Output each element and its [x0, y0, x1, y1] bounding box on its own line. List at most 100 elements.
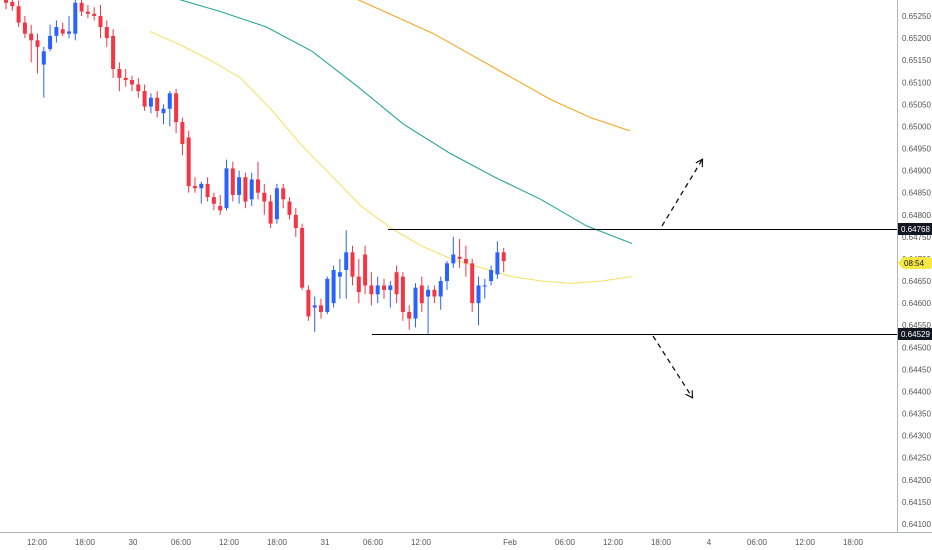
- candle[interactable]: [155, 91, 160, 118]
- candle[interactable]: [268, 194, 273, 229]
- candle[interactable]: [356, 258, 361, 304]
- candle[interactable]: [489, 265, 494, 286]
- candle[interactable]: [319, 298, 323, 319]
- candle[interactable]: [85, 4, 90, 19]
- candle[interactable]: [470, 258, 475, 312]
- candle[interactable]: [394, 265, 399, 304]
- candle[interactable]: [445, 261, 449, 290]
- candle[interactable]: [501, 247, 506, 273]
- candle[interactable]: [230, 161, 235, 202]
- candle[interactable]: [407, 305, 412, 330]
- candle[interactable]: [205, 177, 210, 202]
- candle[interactable]: [16, 0, 21, 28]
- candle[interactable]: [111, 29, 116, 78]
- candle[interactable]: [167, 91, 172, 127]
- candle[interactable]: [337, 258, 342, 299]
- candle[interactable]: [180, 117, 185, 156]
- candle[interactable]: [388, 281, 393, 308]
- candle[interactable]: [249, 172, 254, 206]
- candle[interactable]: [243, 172, 248, 209]
- candle[interactable]: [104, 20, 109, 47]
- mid-moving-average-line: [178, 0, 633, 245]
- candle[interactable]: [400, 272, 405, 321]
- candle[interactable]: [463, 245, 468, 277]
- candle[interactable]: [451, 236, 456, 268]
- candle-body: [438, 281, 443, 297]
- candle[interactable]: [419, 276, 424, 312]
- candle[interactable]: [274, 183, 279, 224]
- candle-body: [419, 285, 424, 304]
- candle[interactable]: [375, 276, 380, 304]
- candle[interactable]: [287, 197, 292, 220]
- candle[interactable]: [300, 223, 305, 290]
- candle[interactable]: [79, 0, 84, 16]
- candle-body: [29, 33, 34, 41]
- candle[interactable]: [22, 16, 27, 39]
- candle[interactable]: [262, 183, 267, 215]
- breakout-up-arrow[interactable]: [661, 160, 702, 227]
- candle[interactable]: [482, 278, 487, 299]
- y-tick-label: 0.65050: [902, 100, 931, 109]
- candle[interactable]: [350, 245, 355, 286]
- candle[interactable]: [413, 283, 418, 328]
- candle[interactable]: [382, 278, 386, 299]
- candle-body: [382, 285, 386, 290]
- candle[interactable]: [426, 285, 431, 335]
- candle[interactable]: [174, 88, 179, 134]
- candle[interactable]: [41, 46, 46, 98]
- candle[interactable]: [130, 75, 134, 92]
- candle[interactable]: [148, 93, 153, 114]
- candle[interactable]: [10, 0, 15, 11]
- candle[interactable]: [211, 192, 216, 211]
- candle[interactable]: [186, 130, 191, 193]
- candle[interactable]: [432, 285, 437, 304]
- candle[interactable]: [48, 24, 53, 52]
- candle[interactable]: [92, 7, 97, 21]
- candle[interactable]: [224, 159, 229, 211]
- candle[interactable]: [438, 276, 443, 310]
- candle[interactable]: [237, 170, 242, 204]
- candle[interactable]: [363, 245, 368, 295]
- candle[interactable]: [117, 62, 122, 92]
- breakout-down-arrow[interactable]: [652, 335, 692, 397]
- candle[interactable]: [73, 0, 78, 41]
- candle[interactable]: [331, 265, 336, 308]
- candle[interactable]: [136, 77, 141, 98]
- y-tick-label: 0.64150: [902, 498, 931, 507]
- candle-body: [218, 205, 223, 211]
- y-tick-label: 0.64250: [902, 454, 931, 463]
- candle[interactable]: [293, 208, 298, 237]
- candle-body: [268, 201, 273, 224]
- y-tick-label: 0.65100: [902, 78, 931, 87]
- candle[interactable]: [35, 33, 40, 74]
- candle[interactable]: [54, 20, 59, 43]
- candle[interactable]: [457, 239, 462, 268]
- candle[interactable]: [281, 183, 286, 209]
- candle[interactable]: [256, 161, 260, 200]
- candle-body: [482, 285, 487, 287]
- candle[interactable]: [29, 24, 34, 63]
- candle[interactable]: [306, 285, 311, 321]
- candle[interactable]: [67, 16, 71, 39]
- candle[interactable]: [123, 69, 128, 87]
- y-tick-label: 0.64550: [902, 321, 931, 330]
- candle[interactable]: [495, 241, 500, 279]
- candle[interactable]: [369, 272, 374, 306]
- y-tick-label: 0.64950: [902, 145, 931, 154]
- candle[interactable]: [199, 181, 204, 204]
- candle[interactable]: [344, 230, 349, 299]
- candle[interactable]: [4, 0, 8, 10]
- candle[interactable]: [312, 296, 317, 332]
- candle[interactable]: [161, 104, 166, 125]
- candle[interactable]: [476, 276, 481, 326]
- candle[interactable]: [325, 276, 330, 315]
- candle-body: [142, 91, 147, 107]
- candle[interactable]: [98, 4, 103, 39]
- candle[interactable]: [60, 22, 65, 36]
- candle[interactable]: [193, 177, 197, 193]
- y-tick-label: 0.64200: [902, 476, 931, 485]
- candle[interactable]: [142, 84, 147, 111]
- candle[interactable]: [218, 194, 223, 215]
- candle-body: [4, 0, 8, 3]
